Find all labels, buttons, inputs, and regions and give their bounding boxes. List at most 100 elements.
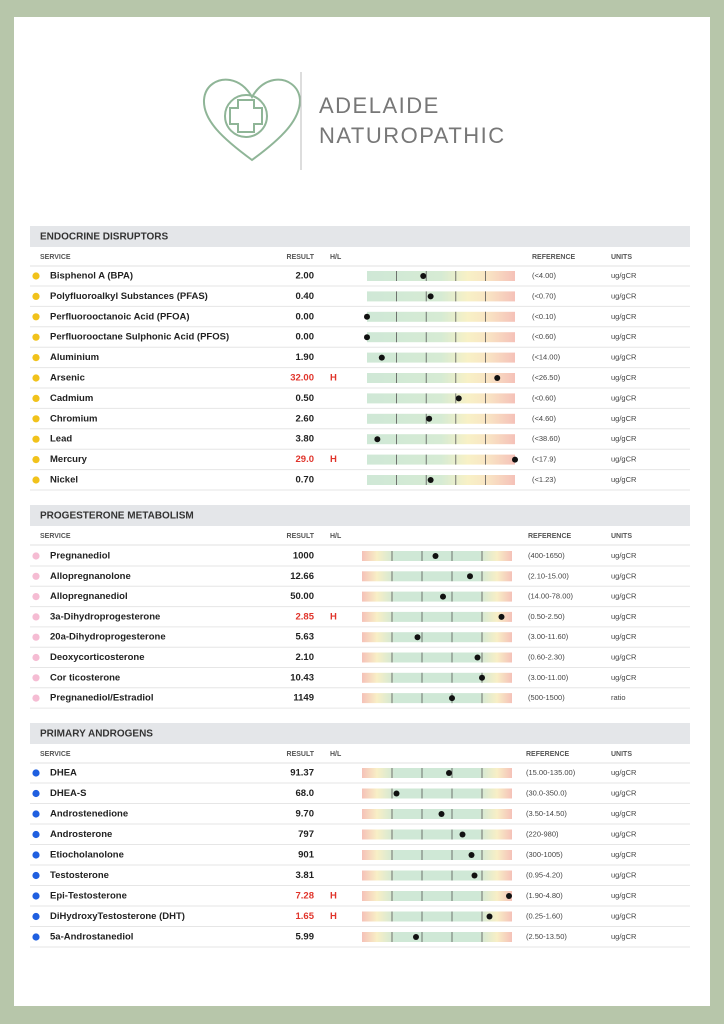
category-dot bbox=[32, 272, 40, 280]
range-gauge bbox=[367, 373, 515, 383]
brand-name: NATUROPATHIC bbox=[319, 123, 506, 148]
category-dot bbox=[32, 333, 40, 341]
units: ug/gCR bbox=[611, 373, 637, 382]
category-dot bbox=[32, 674, 40, 682]
column-header: UNITS bbox=[611, 751, 632, 758]
result-value: 0.00 bbox=[296, 311, 315, 322]
reference-range: (3.00-11.60) bbox=[528, 632, 569, 641]
service-name: Perfluorooctane Sulphonic Acid (PFOS) bbox=[50, 332, 229, 343]
reference-range: (2.50-13.50) bbox=[526, 932, 567, 941]
units: ug/gCR bbox=[611, 829, 637, 838]
column-header: REFERENCE bbox=[528, 533, 572, 540]
units: ug/gCR bbox=[611, 571, 637, 580]
column-header: SERVICE bbox=[40, 254, 71, 261]
result-marker bbox=[374, 436, 381, 443]
range-gauge bbox=[367, 291, 515, 302]
service-name: Pregnanediol/Estradiol bbox=[50, 693, 153, 704]
result-marker bbox=[494, 375, 501, 381]
column-header: SERVICE bbox=[40, 751, 71, 758]
result-marker bbox=[455, 395, 462, 402]
category-dot bbox=[32, 830, 40, 839]
units: ug/gCR bbox=[611, 612, 637, 621]
reference-range: (<4.00) bbox=[532, 271, 556, 280]
service-name: 20a-Dihydroprogesterone bbox=[50, 632, 166, 643]
category-dot bbox=[32, 933, 40, 941]
result-marker bbox=[440, 593, 446, 600]
result-value: 5.99 bbox=[296, 932, 315, 943]
units: ug/gCR bbox=[611, 332, 637, 341]
category-dot bbox=[32, 851, 40, 859]
category-dot bbox=[32, 476, 40, 484]
range-gauge bbox=[362, 788, 512, 799]
range-gauge bbox=[362, 571, 512, 582]
units: ug/gCR bbox=[611, 768, 637, 777]
result-marker bbox=[471, 872, 478, 879]
category-dot bbox=[32, 354, 40, 362]
units: ug/gCR bbox=[611, 870, 637, 879]
range-gauge bbox=[367, 311, 515, 322]
service-name: Allopregnanediol bbox=[50, 591, 128, 602]
reference-range: (14.00-78.00) bbox=[528, 592, 574, 601]
range-gauge bbox=[367, 413, 515, 424]
result-value: 2.85 bbox=[296, 611, 315, 622]
reference-range: (3.50-14.50) bbox=[526, 809, 567, 818]
reference-range: (220-980) bbox=[526, 829, 559, 838]
result-value: 3.80 bbox=[296, 434, 315, 445]
range-gauge bbox=[362, 891, 512, 901]
flag: H bbox=[330, 373, 337, 384]
result-value: 0.70 bbox=[296, 475, 315, 486]
units: ug/gCR bbox=[611, 891, 637, 900]
reference-range: (1.90-4.80) bbox=[526, 891, 563, 900]
result-marker bbox=[414, 634, 421, 641]
result-marker bbox=[378, 354, 385, 361]
service-name: Perfluorooctanoic Acid (PFOA) bbox=[50, 311, 190, 322]
result-marker bbox=[498, 613, 505, 620]
range-gauge bbox=[362, 829, 512, 840]
section-title: PROGESTERONE METABOLISM bbox=[40, 511, 194, 522]
range-gauge bbox=[362, 768, 512, 778]
range-gauge bbox=[362, 693, 512, 704]
flag: H bbox=[330, 911, 337, 922]
reference-range: (0.60-2.30) bbox=[528, 652, 565, 661]
result-value: 0.00 bbox=[296, 332, 315, 343]
column-header: REFERENCE bbox=[526, 751, 570, 758]
reference-range: (<17.9) bbox=[532, 455, 556, 464]
reference-range: (0.95-4.20) bbox=[526, 870, 563, 879]
section-header bbox=[30, 226, 690, 247]
service-name: DHEA-S bbox=[50, 788, 86, 799]
category-dot bbox=[32, 292, 40, 300]
service-name: Deoxycorticosterone bbox=[50, 652, 145, 663]
reference-range: (0.50-2.50) bbox=[528, 612, 565, 621]
reference-range: (<4.60) bbox=[532, 414, 556, 423]
service-name: Nickel bbox=[50, 475, 78, 486]
flag: H bbox=[330, 454, 337, 465]
flag: H bbox=[330, 891, 337, 902]
result-value: 91.37 bbox=[290, 768, 314, 779]
range-gauge bbox=[362, 591, 512, 602]
range-gauge bbox=[362, 611, 512, 622]
category-dot bbox=[32, 435, 40, 443]
units: ug/gCR bbox=[611, 414, 637, 423]
range-gauge bbox=[367, 475, 515, 485]
service-name: Androstenedione bbox=[50, 809, 128, 820]
units: ug/gCR bbox=[611, 455, 637, 464]
range-gauge bbox=[362, 870, 512, 881]
result-marker bbox=[427, 293, 434, 300]
category-dot bbox=[32, 415, 40, 423]
category-dot bbox=[32, 633, 40, 641]
result-marker bbox=[432, 553, 439, 559]
service-name: Allopregnanolone bbox=[50, 571, 131, 582]
result-value: 3.81 bbox=[296, 870, 315, 881]
range-gauge bbox=[367, 454, 515, 465]
reference-range: (3.00-11.00) bbox=[528, 673, 569, 682]
result-value: 0.50 bbox=[296, 393, 315, 404]
service-name: Cor ticosterone bbox=[50, 672, 120, 683]
result-marker bbox=[468, 852, 475, 858]
category-dot bbox=[32, 769, 40, 777]
units: ug/gCR bbox=[611, 353, 637, 362]
result-marker bbox=[474, 654, 481, 661]
service-name: DiHydroxyTestosterone (DHT) bbox=[50, 911, 185, 922]
service-name: Aluminium bbox=[50, 352, 99, 363]
range-gauge bbox=[367, 434, 515, 445]
range-gauge bbox=[367, 271, 515, 281]
